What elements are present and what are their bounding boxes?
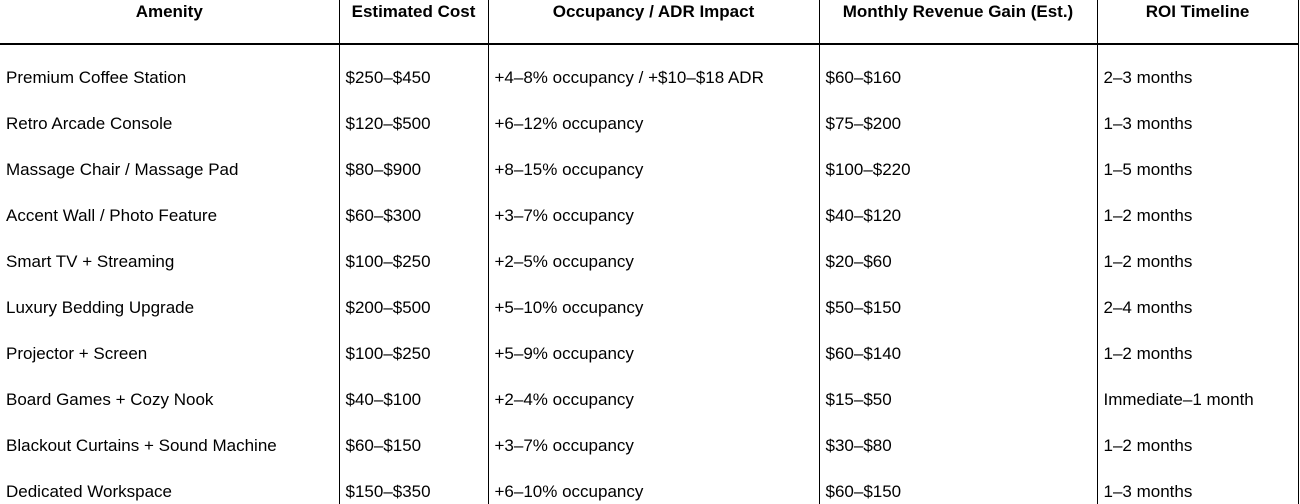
table-cell: +6–12% occupancy xyxy=(488,90,820,136)
table-cell: $75–$200 xyxy=(819,90,1098,136)
table-cell: Blackout Curtains + Sound Machine xyxy=(0,412,340,458)
table-cell: $100–$250 xyxy=(339,320,489,366)
table-cell: 1–2 months xyxy=(1097,320,1299,366)
table-cell: $250–$450 xyxy=(339,44,489,90)
table-row: Blackout Curtains + Sound Machine $60–$15… xyxy=(0,412,1299,458)
table-cell: +2–5% occupancy xyxy=(488,228,820,274)
table-row: Premium Coffee Station $250–$450 +4–8% occ… xyxy=(0,44,1299,90)
header-cell: Amenity xyxy=(0,0,340,45)
table-cell: $200–$500 xyxy=(339,274,489,320)
table-cell: Massage Chair / Massage Pad xyxy=(0,136,340,182)
header-cell: Estimated Cost xyxy=(339,0,489,45)
table-cell: $100–$220 xyxy=(819,136,1098,182)
table-cell: $60–$140 xyxy=(819,320,1098,366)
table-cell: Retro Arcade Console xyxy=(0,90,340,136)
table-cell: Smart TV + Streaming xyxy=(0,228,340,274)
table-cell: $80–$900 xyxy=(339,136,489,182)
table-cell: 1–3 months xyxy=(1097,90,1299,136)
table-cell: +3–7% occupancy xyxy=(488,412,820,458)
table-cell: 2–4 months xyxy=(1097,274,1299,320)
header-cell: ROI Timeline xyxy=(1097,0,1299,45)
table-cell: +5–10% occupancy xyxy=(488,274,820,320)
table-row: Projector + Screen $100–$250 +5–9% occupan… xyxy=(0,320,1299,366)
table-cell: 1–2 months xyxy=(1097,228,1299,274)
table-cell: Board Games + Cozy Nook xyxy=(0,366,340,412)
table-cell: $100–$250 xyxy=(339,228,489,274)
table-cell: $20–$60 xyxy=(819,228,1098,274)
table-cell: Luxury Bedding Upgrade xyxy=(0,274,340,320)
table-cell: Immediate–1 month xyxy=(1097,366,1299,412)
table-cell: $60–$300 xyxy=(339,182,489,228)
table-row: Dedicated Workspace $150–$350 +6–10% occup… xyxy=(0,458,1299,504)
table-cell: 1–5 months xyxy=(1097,136,1299,182)
table-cell: 1–2 months xyxy=(1097,412,1299,458)
header-cell: Monthly Revenue Gain (Est.) xyxy=(819,0,1098,45)
table-row: Massage Chair / Massage Pad $80–$900 +8–15… xyxy=(0,136,1299,182)
table-cell: Projector + Screen xyxy=(0,320,340,366)
table-cell: +3–7% occupancy xyxy=(488,182,820,228)
header-cell: Occupancy / ADR Impact xyxy=(488,0,820,45)
table-cell: +8–15% occupancy xyxy=(488,136,820,182)
table-row: Retro Arcade Console $120–$500 +6–12% occu… xyxy=(0,90,1299,136)
table-header: Amenity Estimated Cost Occupancy / ADR Imp… xyxy=(0,0,1299,45)
table-row: Accent Wall / Photo Feature $60–$300 +3–7%… xyxy=(0,182,1299,228)
table-cell: +5–9% occupancy xyxy=(488,320,820,366)
table-row: Luxury Bedding Upgrade $200–$500 +5–10% oc… xyxy=(0,274,1299,320)
table-row: Smart TV + Streaming $100–$250 +2–5% occup… xyxy=(0,228,1299,274)
table-cell: $60–$150 xyxy=(819,458,1098,504)
table-cell: $60–$150 xyxy=(339,412,489,458)
table-cell: $150–$350 xyxy=(339,458,489,504)
table-cell: 1–2 months xyxy=(1097,182,1299,228)
table-cell: $30–$80 xyxy=(819,412,1098,458)
table-cell: $40–$120 xyxy=(819,182,1098,228)
table-cell: 2–3 months xyxy=(1097,44,1299,90)
table-cell: +2–4% occupancy xyxy=(488,366,820,412)
header-row: Amenity Estimated Cost Occupancy / ADR Imp… xyxy=(0,0,1299,45)
table-cell: 1–3 months xyxy=(1097,458,1299,504)
table-cell: Dedicated Workspace xyxy=(0,458,340,504)
table-cell: +4–8% occupancy / +$10–$18 ADR xyxy=(488,44,820,90)
table-cell: +6–10% occupancy xyxy=(488,458,820,504)
table-row: Board Games + Cozy Nook $40–$100 +2–4% occ… xyxy=(0,366,1299,412)
table-cell: Premium Coffee Station xyxy=(0,44,340,90)
table-cell: $50–$150 xyxy=(819,274,1098,320)
table-cell: $60–$160 xyxy=(819,44,1098,90)
table-cell: $40–$100 xyxy=(339,366,489,412)
table-cell: $15–$50 xyxy=(819,366,1098,412)
table-cell: Accent Wall / Photo Feature xyxy=(0,182,340,228)
table-body: Premium Coffee Station $250–$450 +4–8% occ… xyxy=(0,44,1299,504)
table-cell: $120–$500 xyxy=(339,90,489,136)
